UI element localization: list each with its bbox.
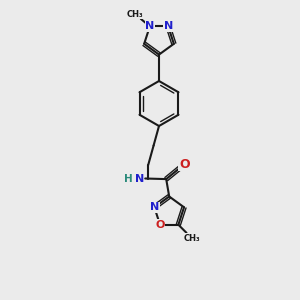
Text: CH₃: CH₃ — [127, 10, 143, 19]
Text: N: N — [164, 21, 173, 32]
Text: N: N — [135, 174, 144, 184]
Text: N: N — [145, 21, 154, 32]
Text: N: N — [150, 202, 159, 212]
Text: H: H — [124, 174, 133, 184]
Text: O: O — [155, 220, 165, 230]
Text: O: O — [179, 158, 190, 171]
Text: CH₃: CH₃ — [184, 234, 200, 243]
